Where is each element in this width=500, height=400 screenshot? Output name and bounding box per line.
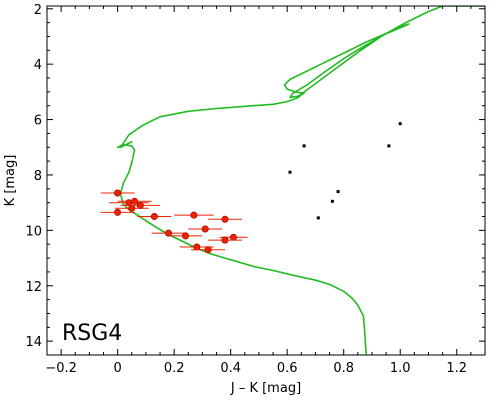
y-tick-label: 12 [25, 280, 42, 295]
member-star-point [190, 211, 198, 219]
field-star-point [288, 170, 292, 174]
member-star-point [201, 225, 209, 233]
plot-area [100, 6, 485, 355]
x-tick-label: 0.2 [164, 361, 185, 376]
y-tick-label: 2 [34, 3, 42, 18]
member-star-point [128, 204, 136, 212]
member-star-point [182, 232, 190, 240]
member-star-point [165, 229, 173, 237]
x-tick-label: 1.0 [390, 361, 411, 376]
member-star-point [131, 197, 139, 205]
field-star-point [302, 144, 306, 148]
field-star-point [316, 216, 320, 220]
y-axis-title: K [mag] [3, 155, 18, 207]
field-star-point [330, 199, 334, 203]
member-star-point [230, 233, 238, 241]
y-tick-label: 10 [25, 224, 42, 239]
x-tick-label: 0 [114, 361, 122, 376]
member-star-point [114, 189, 122, 197]
field-star-point [398, 122, 402, 126]
field-star-point [336, 190, 340, 194]
x-tick-label: 0.8 [333, 361, 354, 376]
member-star-point [150, 213, 158, 221]
member-star-point [221, 236, 229, 244]
y-tick-label: 6 [34, 114, 42, 129]
x-tick-label: 0.6 [277, 361, 298, 376]
x-tick-label: −0.2 [45, 361, 77, 376]
axes: −0.2 0 0.2 0.4 0.6 0.8 1.0 1.2 2 4 6 8 10 12 14 [25, 3, 486, 376]
x-axis-title: J – K [mag] [230, 381, 301, 396]
isochrone-line [116, 6, 485, 355]
member-star-point [136, 201, 144, 209]
y-tick-label: 4 [34, 58, 42, 73]
field-star-point [387, 144, 391, 148]
x-tick-label: 1.2 [446, 361, 467, 376]
member-star-point [221, 215, 229, 223]
y-tick-label: 8 [34, 169, 42, 184]
member-star-point [114, 208, 122, 216]
y-tick-label: 14 [25, 335, 42, 350]
panel-label: RSG4 [62, 321, 122, 346]
member-star-point [204, 246, 212, 254]
x-tick-label: 0.4 [220, 361, 241, 376]
plot-frame [46, 5, 486, 356]
